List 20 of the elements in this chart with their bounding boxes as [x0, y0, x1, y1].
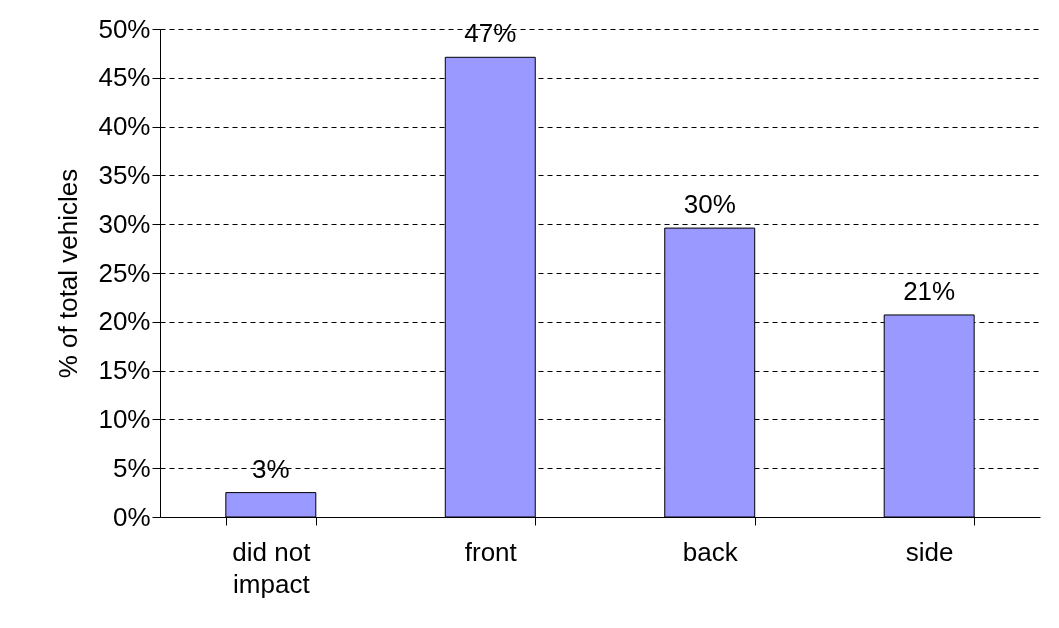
data-label: 30%: [683, 189, 736, 220]
data-label: 3%: [252, 453, 290, 484]
y-tick-label: 30%: [98, 208, 151, 239]
y-tick-label: 25%: [98, 257, 151, 288]
x-tick-label: side: [905, 536, 954, 567]
y-tick-label: 15%: [98, 355, 151, 386]
y-tick-label: 5%: [112, 452, 151, 483]
x-tick-label: back: [682, 536, 739, 567]
y-tick-label: 20%: [98, 306, 151, 337]
x-tick-label: front: [464, 536, 518, 567]
y-tick-label: 45%: [98, 62, 151, 93]
x-tick-label: did not impact: [232, 536, 312, 599]
y-tick-label: 35%: [98, 159, 151, 190]
data-label: 21%: [903, 275, 956, 306]
y-tick-label: 40%: [98, 111, 151, 142]
y-tick-label: 50%: [98, 13, 151, 44]
y-tick-label: 10%: [98, 403, 151, 434]
y-tick-label: 0%: [112, 501, 151, 532]
data-label: 47%: [464, 18, 517, 49]
y-axis-title: % of total vehicles: [53, 168, 84, 379]
